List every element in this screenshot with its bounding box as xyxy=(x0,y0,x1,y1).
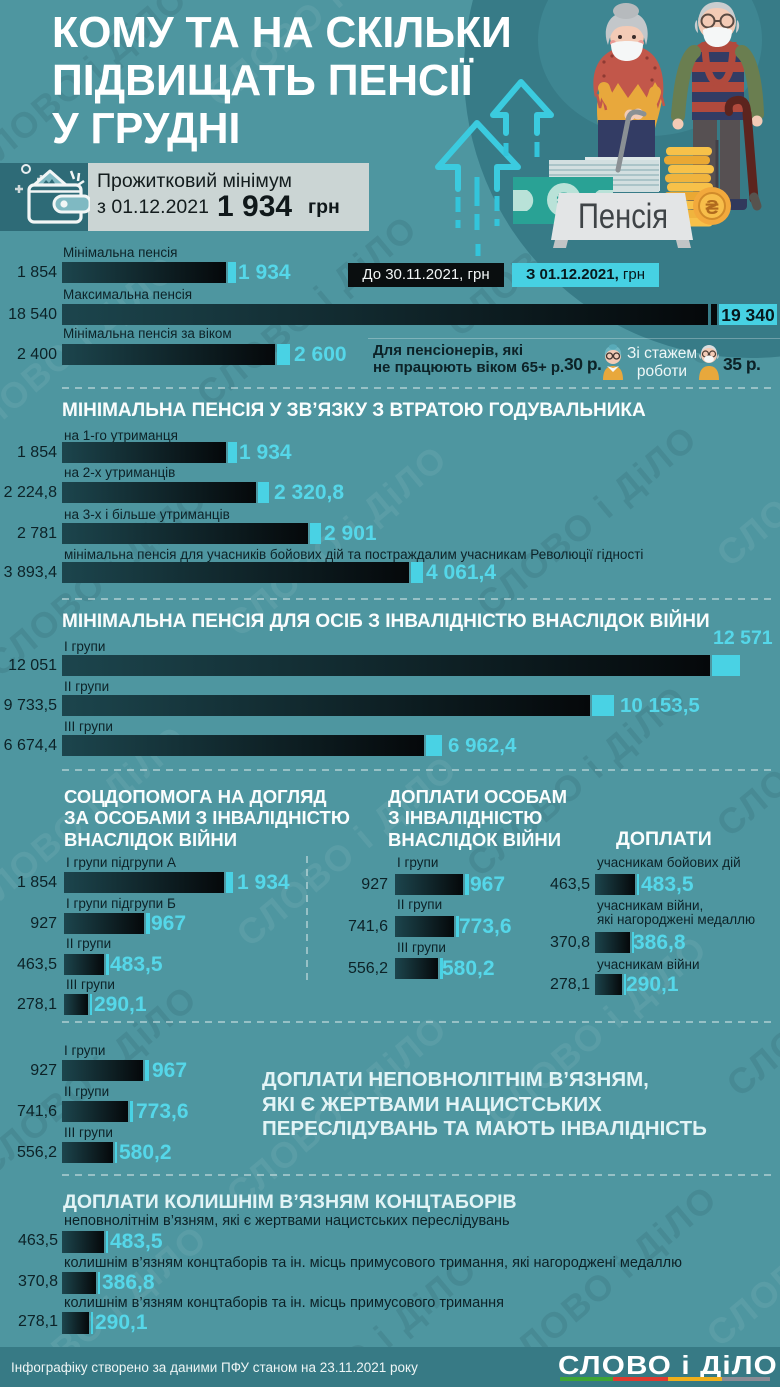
svg-text:₴: ₴ xyxy=(705,197,718,219)
svg-text:Пенсія: Пенсія xyxy=(578,197,668,236)
